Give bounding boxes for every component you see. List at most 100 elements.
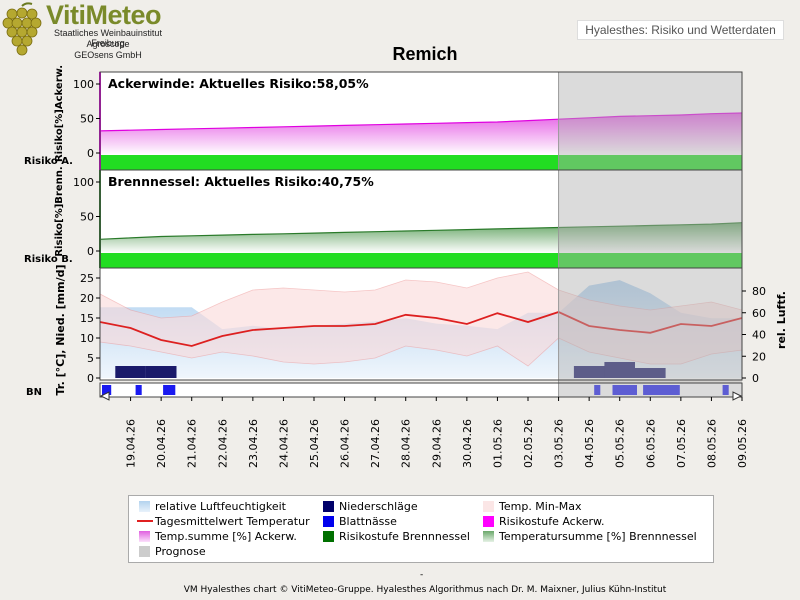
x-tick-label: 22.04.26 bbox=[216, 419, 229, 468]
x-tick-label: 20.04.26 bbox=[155, 419, 168, 468]
legend-swatch-temp-mean bbox=[137, 520, 153, 522]
legend-label-temp-mean: Tagesmittelwert Temperatur bbox=[155, 515, 310, 528]
y-right-tick-label: 40 bbox=[752, 329, 766, 342]
precipitation-bar bbox=[145, 366, 177, 378]
x-tick-label: 07.05.26 bbox=[675, 419, 688, 468]
panel-frame bbox=[99, 267, 743, 381]
footer-text: VM Hyalesthes chart © VitiMeteo-Gruppe. … bbox=[183, 585, 667, 595]
y-tick-label: 0 bbox=[87, 245, 94, 258]
risk-bar-label: Risiko A. bbox=[24, 156, 73, 167]
logo-title: VitiMeteo bbox=[46, 0, 162, 30]
x-tick-label: 08.05.26 bbox=[705, 419, 718, 468]
leaf-wetness-bar bbox=[612, 385, 637, 395]
y-tick-label: 0 bbox=[87, 147, 94, 160]
legend-swatch-prognose bbox=[139, 546, 150, 557]
x-tick-label: 03.05.26 bbox=[553, 419, 566, 468]
y-tick-label: 50 bbox=[80, 211, 94, 224]
x-tick-label: 26.04.26 bbox=[339, 419, 352, 468]
leaf-wetness-bar bbox=[643, 385, 680, 395]
y-tick-label: 50 bbox=[80, 113, 94, 126]
logo-line1: Staatliches Weinbauinstitut Freiburg bbox=[54, 28, 162, 48]
x-tick-label: 21.04.26 bbox=[186, 419, 199, 468]
scroll-left-icon bbox=[99, 391, 110, 401]
legend-label-risk-ackerw: Risikostufe Ackerw. bbox=[499, 515, 605, 528]
logo-line3: GEOsens GmbH bbox=[74, 50, 142, 60]
precipitation-bar bbox=[573, 366, 605, 378]
legend-swatch-precipitation bbox=[323, 501, 334, 512]
footer-dash: - bbox=[420, 570, 424, 580]
legend-swatch-leaf-wetness bbox=[323, 516, 334, 527]
x-tick-label: 19.04.26 bbox=[125, 419, 138, 468]
weather-axis-label-right: rel. Luftf. bbox=[775, 291, 788, 349]
x-tick-label: 23.04.26 bbox=[247, 419, 260, 468]
risk-panel-title: Brennnessel: Aktuelles Risiko:40,75% bbox=[108, 174, 374, 189]
x-tick-label: 04.05.26 bbox=[583, 419, 596, 468]
y-tick-label: 20 bbox=[80, 292, 94, 305]
legend-swatch-risk-ackerw bbox=[483, 516, 494, 527]
temperature-sum-line bbox=[99, 222, 743, 240]
x-tick-label: 30.04.26 bbox=[461, 419, 474, 468]
legend-swatch-temp-minmax bbox=[483, 501, 494, 512]
header-label: Hyalesthes: Risiko und Wetterdaten bbox=[577, 20, 784, 40]
x-tick-label: 24.04.26 bbox=[277, 419, 290, 468]
risk-axis-label: Risiko[%]Ackerw. bbox=[54, 65, 65, 162]
y-right-tick-label: 60 bbox=[752, 307, 766, 320]
x-tick-label: 06.05.26 bbox=[644, 419, 657, 468]
leaf-wetness-label: BN bbox=[26, 387, 42, 398]
leaf-wetness-bar bbox=[722, 385, 729, 395]
y-right-tick-label: 80 bbox=[752, 285, 766, 298]
x-tick-label: 02.05.26 bbox=[522, 419, 535, 468]
legend-swatch-risk-brennnessel bbox=[323, 531, 334, 542]
legend-label-tempsum-ackerw: Temp.summe [%] Ackerw. bbox=[155, 530, 297, 543]
x-tick-label: 05.05.26 bbox=[614, 419, 627, 468]
leaf-wetness-bar bbox=[163, 385, 176, 395]
legend-label-tempsum-brennnessel: Temperatursumme [%] Brennnessel bbox=[499, 530, 697, 543]
risk-level-bar bbox=[100, 155, 742, 170]
legend-label-precipitation: Niederschläge bbox=[339, 500, 418, 513]
leaf-wetness-bar bbox=[594, 385, 601, 395]
x-tick-label: 29.04.26 bbox=[430, 419, 443, 468]
y-right-tick-label: 0 bbox=[752, 372, 759, 385]
precipitation-bar bbox=[635, 368, 666, 378]
temperature-sum-area bbox=[100, 113, 742, 155]
x-tick-label: 01.05.26 bbox=[491, 419, 504, 468]
legend-swatch-tempsum-brennnessel bbox=[483, 531, 494, 542]
y-right-tick-label: 20 bbox=[752, 350, 766, 363]
logo-line2: Agroscope bbox=[86, 39, 130, 49]
legend-label-leaf-wetness: Blattnässe bbox=[339, 515, 397, 528]
leaf-wetness-bar bbox=[135, 385, 142, 395]
y-tick-label: 0 bbox=[87, 372, 94, 385]
x-tick-label: 28.04.26 bbox=[400, 419, 413, 468]
legend-swatch-tempsum-ackerw bbox=[139, 531, 150, 542]
y-tick-label: 10 bbox=[80, 332, 94, 345]
y-tick-label: 25 bbox=[80, 272, 94, 285]
temperature-sum-area bbox=[100, 222, 742, 253]
legend-label-humidity: relative Luftfeuchtigkeit bbox=[155, 500, 286, 513]
y-tick-label: 15 bbox=[80, 312, 94, 325]
leaf-wetness-bar bbox=[102, 385, 112, 395]
legend-swatch-humidity bbox=[139, 501, 150, 512]
risk-level-bar bbox=[100, 253, 742, 268]
precipitation-bar bbox=[604, 362, 635, 378]
risk-panel-title: Ackerwinde: Aktuelles Risiko:58,05% bbox=[108, 76, 369, 91]
legend-label-temp-minmax: Temp. Min-Max bbox=[499, 500, 582, 513]
y-tick-label: 100 bbox=[73, 78, 94, 91]
panel-frame bbox=[99, 382, 743, 398]
y-tick-label: 100 bbox=[73, 176, 94, 189]
temperature-sum-line bbox=[99, 112, 743, 132]
legend-label-prognose: Prognose bbox=[155, 545, 206, 558]
legend: relative Luftfeuchtigkeit Niederschläge … bbox=[128, 495, 714, 563]
scroll-right-icon bbox=[732, 391, 743, 401]
risk-bar-label: Risiko B. bbox=[24, 254, 73, 265]
x-tick-label: 09.05.26 bbox=[736, 419, 749, 468]
chart-title: Remich bbox=[392, 44, 458, 64]
temperature-mean-line bbox=[99, 311, 743, 347]
grape-logo-icon bbox=[2, 2, 42, 56]
risk-axis-label: Risiko[%]Brenn. bbox=[54, 166, 65, 256]
weather-axis-label-left: Tr. [°C], Nied. [mm/d] bbox=[54, 265, 67, 396]
panel-background bbox=[100, 383, 742, 397]
legend-label-risk-brennnessel: Risikostufe Brennnessel bbox=[339, 530, 470, 543]
x-tick-label: 25.04.26 bbox=[308, 419, 321, 468]
prognose-area bbox=[558, 72, 742, 397]
